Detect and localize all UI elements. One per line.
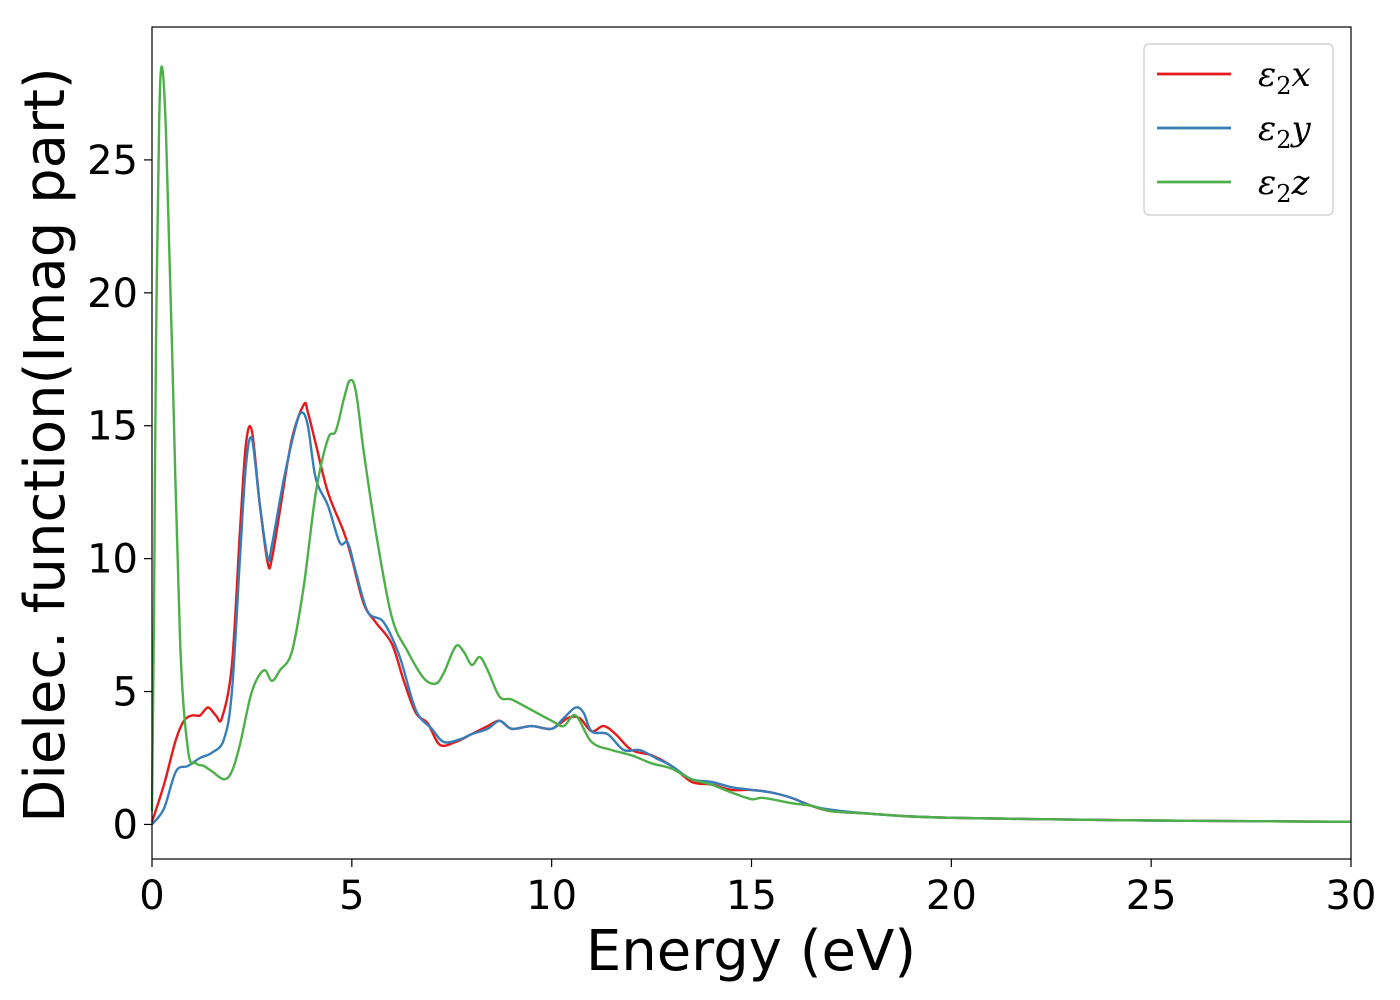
y-tick-label: 25 (87, 138, 138, 184)
x-tick-label: 15 (726, 873, 777, 919)
legend-label-y: ε2y (1258, 109, 1312, 154)
y-axis-label: Dielec. function(Imag part) (13, 67, 78, 823)
x-tick-label: 5 (339, 873, 364, 919)
legend-box (1143, 43, 1334, 216)
x-tick-label: 0 (139, 873, 164, 919)
series-layer (150, 65, 1352, 826)
x-tick-label: 25 (1126, 873, 1177, 919)
y-axis: 0 5 10 15 20 25 (87, 138, 152, 848)
legend: ε2x ε2y ε2z (1143, 43, 1334, 216)
y-tick-label: 5 (113, 670, 138, 716)
legend-label-x: ε2x (1258, 55, 1311, 100)
series-line-y (151, 411, 1352, 826)
y-tick-label: 10 (87, 537, 138, 583)
x-axis: 0 5 10 15 20 25 30 (139, 859, 1376, 919)
x-axis-label: Energy (eV) (586, 919, 916, 984)
series-line-z (150, 65, 1352, 823)
y-tick-label: 15 (87, 404, 138, 450)
x-tick-label: 30 (1326, 873, 1377, 919)
legend-label-z: ε2z (1258, 163, 1311, 208)
x-tick-label: 10 (526, 873, 577, 919)
y-tick-label: 0 (113, 802, 138, 848)
y-tick-label: 20 (87, 271, 138, 317)
x-tick-label: 20 (926, 873, 977, 919)
